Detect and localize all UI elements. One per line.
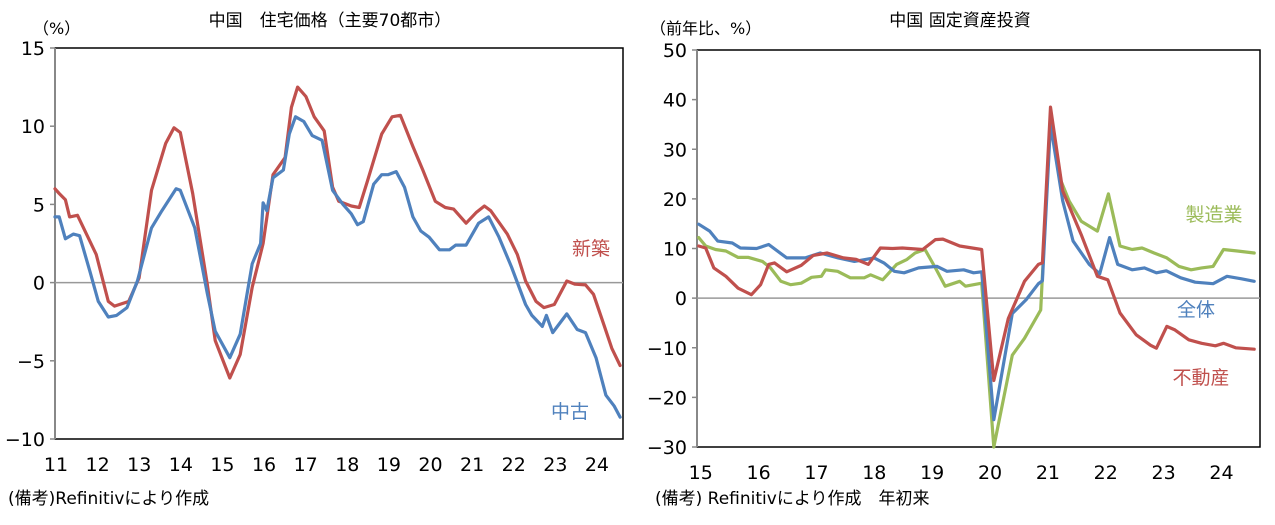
x-tick-label: 17 bbox=[294, 454, 318, 476]
y-tick-label: −30 bbox=[647, 437, 687, 459]
x-tick-label: 18 bbox=[335, 454, 359, 476]
series-line-2 bbox=[53, 115, 622, 419]
y-tick-label: 30 bbox=[663, 139, 687, 161]
y-tick-label: −10 bbox=[647, 338, 687, 360]
y-tick-label: 40 bbox=[663, 90, 687, 112]
y-tick-label: −5 bbox=[17, 351, 45, 373]
x-tick-label: 24 bbox=[585, 454, 609, 476]
y-axis-unit-label: （前年比、%） bbox=[650, 19, 761, 38]
y-tick-label: 10 bbox=[663, 239, 687, 261]
x-tick-label: 18 bbox=[862, 462, 886, 484]
x-tick-label: 19 bbox=[377, 454, 401, 476]
x-tick-label: 16 bbox=[747, 462, 771, 484]
x-tick-label: 21 bbox=[1036, 462, 1060, 484]
x-tick-label: 16 bbox=[252, 454, 276, 476]
footnote: (備考) Refinitivにより作成 年初来 bbox=[655, 489, 930, 509]
y-tick-label: 0 bbox=[33, 273, 45, 295]
series-label-3: 不動産 bbox=[1172, 367, 1229, 389]
x-tick-label: 23 bbox=[1152, 462, 1176, 484]
x-tick-label: 22 bbox=[1094, 462, 1118, 484]
series-label-2: 全体 bbox=[1177, 299, 1215, 321]
y-axis-unit-label: （%） bbox=[33, 19, 80, 38]
y-tick-label: 0 bbox=[675, 288, 687, 310]
series-line-1 bbox=[697, 111, 1256, 449]
x-tick-label: 23 bbox=[543, 454, 567, 476]
footnote: (備考)Refinitivにより作成 bbox=[8, 489, 209, 509]
series-line-1 bbox=[53, 85, 622, 380]
x-tick-label: 12 bbox=[86, 454, 110, 476]
x-tick-label: 19 bbox=[920, 462, 944, 484]
x-tick-label: 22 bbox=[502, 454, 526, 476]
y-tick-label: 10 bbox=[21, 116, 45, 138]
y-tick-label: 5 bbox=[33, 194, 45, 216]
chart-title: 中国 固定資産投資 bbox=[889, 11, 1030, 31]
x-tick-label: 15 bbox=[210, 454, 234, 476]
series-line-2 bbox=[697, 122, 1256, 422]
x-tick-label: 15 bbox=[689, 462, 713, 484]
x-tick-label: 21 bbox=[460, 454, 484, 476]
y-tick-label: 15 bbox=[21, 38, 45, 60]
series-label-1: 新築 bbox=[572, 238, 610, 260]
x-tick-label: 20 bbox=[978, 462, 1002, 484]
x-tick-label: 11 bbox=[44, 454, 68, 476]
x-tick-label: 20 bbox=[418, 454, 442, 476]
y-tick-label: −10 bbox=[5, 429, 45, 451]
x-tick-label: 24 bbox=[1209, 462, 1233, 484]
chart-1: 中国 住宅価格（主要70都市） （%） (備考)Refinitivにより作成 −10 −… bbox=[5, 11, 624, 509]
chart-title: 中国 住宅価格（主要70都市） bbox=[209, 11, 452, 31]
x-tick-label: 14 bbox=[169, 454, 193, 476]
y-tick-label: −20 bbox=[647, 387, 687, 409]
y-tick-label: 50 bbox=[663, 40, 687, 62]
x-tick-label: 13 bbox=[127, 454, 151, 476]
y-tick-label: 20 bbox=[663, 189, 687, 211]
series-label-1: 製造業 bbox=[1185, 204, 1242, 226]
series-label-2: 中古 bbox=[551, 401, 589, 423]
x-tick-label: 17 bbox=[804, 462, 828, 484]
plot-area bbox=[54, 47, 624, 440]
chart-2: 中国 固定資産投資 （前年比、%） (備考) Refinitivにより作成 年初来 −… bbox=[647, 11, 1261, 509]
series-line-3 bbox=[697, 105, 1256, 383]
